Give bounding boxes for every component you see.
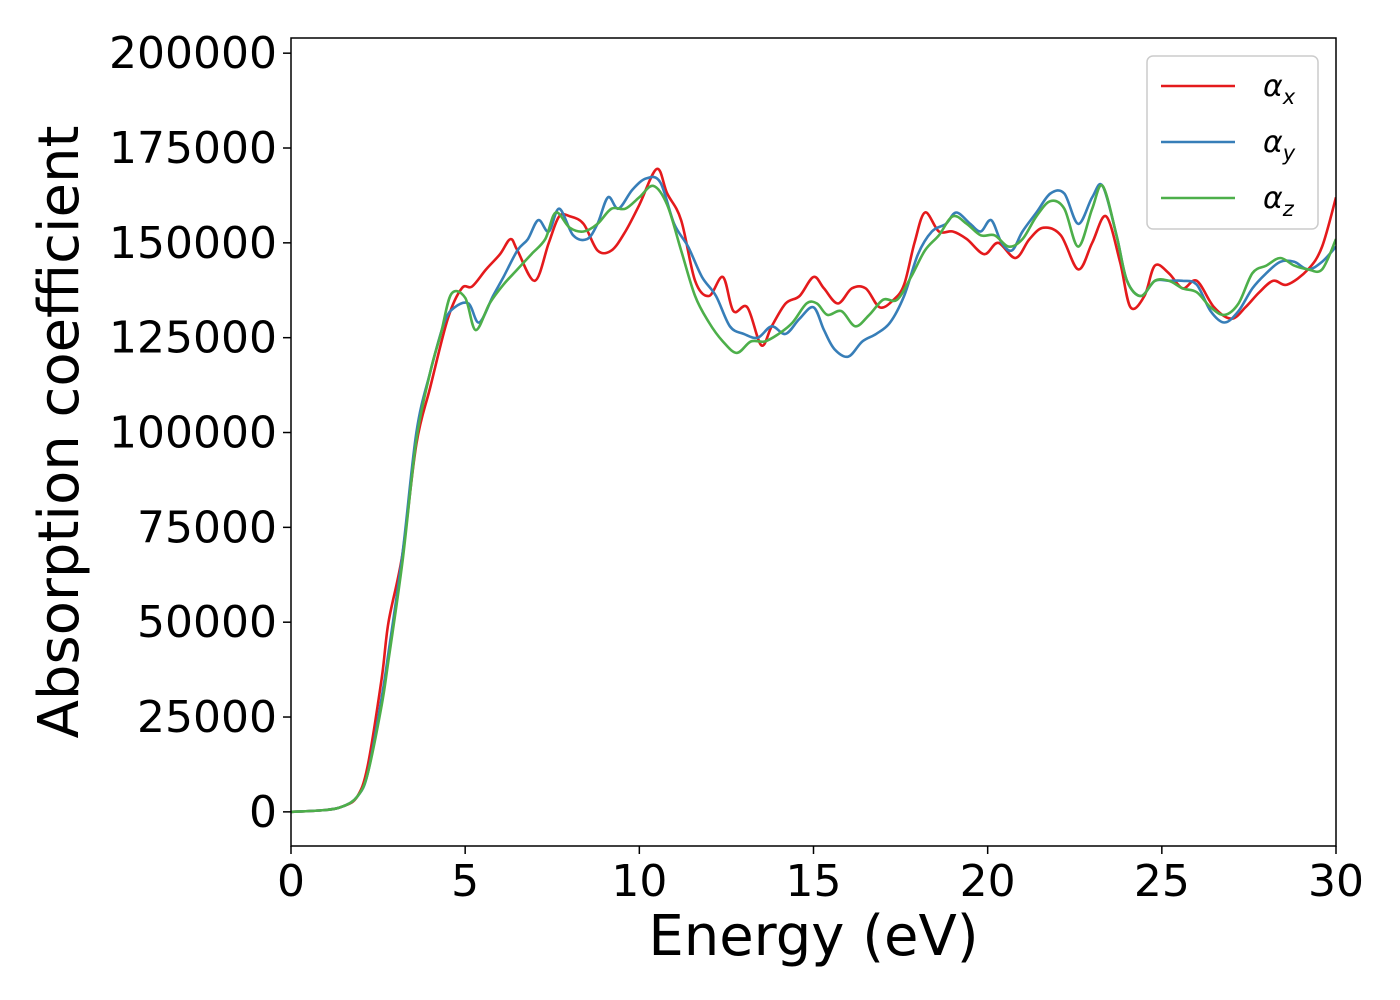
legend-label: αx <box>1263 69 1296 109</box>
y-tick-label: 0 <box>249 787 277 838</box>
y-tick-label: 150000 <box>109 218 277 269</box>
x-tick-label: 25 <box>1134 856 1190 907</box>
legend-label: αz <box>1263 181 1295 221</box>
y-axis-title: Absorption coefficient <box>27 126 92 739</box>
x-tick-label: 30 <box>1308 856 1364 907</box>
y-tick-label: 200000 <box>109 28 277 79</box>
legend-label: αy <box>1263 125 1296 165</box>
plot-lines <box>291 167 1336 814</box>
y-axis-ticks: 0 25000 50000 75000 100000 125000 150000 175000… <box>109 28 291 838</box>
legend: αx αy αz <box>1146 55 1319 230</box>
x-axis-title: Energy (eV) <box>648 904 978 969</box>
series-line-x <box>291 167 1336 814</box>
y-tick-label: 175000 <box>109 123 277 174</box>
legend-item-z: αz <box>1161 181 1295 221</box>
x-tick-label: 10 <box>611 856 667 907</box>
y-tick-label: 75000 <box>137 502 277 553</box>
series-line-z <box>291 183 1336 814</box>
x-tick-label: 15 <box>786 856 842 907</box>
legend-item-x: αx <box>1161 69 1296 109</box>
y-tick-label: 100000 <box>109 408 277 459</box>
x-tick-label: 5 <box>451 856 479 907</box>
series-line-y <box>291 175 1336 814</box>
x-axis-ticks: 0 5 10 15 20 25 30 <box>277 846 1364 907</box>
y-tick-label: 50000 <box>137 597 277 648</box>
legend-item-y: αy <box>1161 125 1296 165</box>
y-tick-label: 125000 <box>109 313 277 364</box>
x-tick-label: 20 <box>960 856 1016 907</box>
y-tick-label: 25000 <box>137 692 277 743</box>
x-tick-label: 0 <box>277 856 305 907</box>
